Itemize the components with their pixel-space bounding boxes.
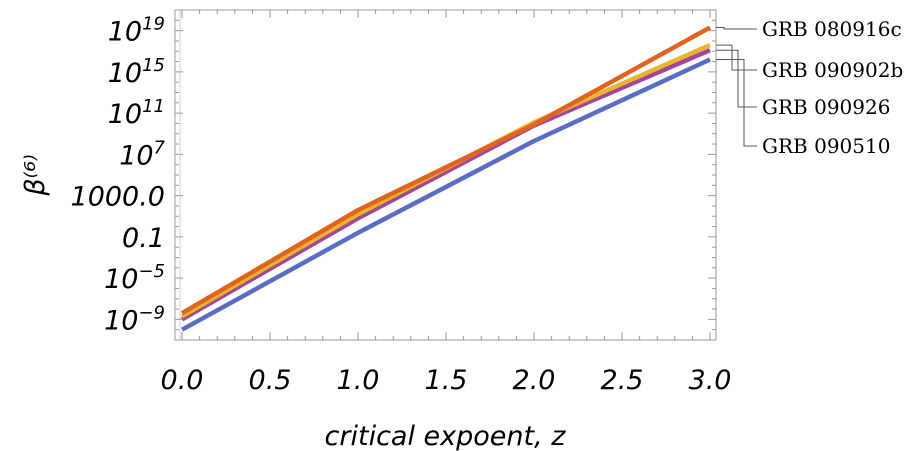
series-line-4	[180, 57, 711, 332]
y-tick-label: 107	[119, 137, 165, 171]
legend-leader-line	[716, 49, 757, 108]
legend: GRB 080916c GRB 090902b GRB 090926 GRB 0905…	[716, 17, 903, 158]
y-tick-label: 1015	[108, 55, 165, 89]
x-axis-title: critical expoent, z	[325, 421, 567, 451]
x-tick-label: 2.5	[601, 365, 644, 396]
y-axis-title: β⁽⁶⁾	[20, 154, 51, 196]
legend-label: GRB 090510	[762, 134, 890, 158]
x-tick-label: 0.0	[161, 365, 204, 396]
legend-leader-line	[716, 27, 757, 30]
legend-label: GRB 080916c	[762, 17, 902, 41]
y-tick-label: 1011	[108, 96, 165, 130]
y-tick-label: 1019	[108, 14, 165, 48]
y-axis-ticks: 10−9 10−5 0.1 1000.0 107 1011 1015 1019	[71, 9, 716, 341]
x-tick-label: 3.0	[689, 365, 732, 396]
y-tick-label: 1000.0	[71, 182, 165, 213]
x-tick-label: 1.0	[337, 365, 380, 396]
x-tick-label: 0.5	[249, 365, 292, 396]
legend-label: GRB 090926	[762, 95, 890, 119]
series-line-3	[180, 48, 711, 322]
series-layer	[180, 25, 712, 332]
legend-leader-line	[716, 59, 757, 147]
x-tick-label: 2.0	[513, 365, 556, 396]
legend-label: GRB 090902b	[762, 58, 903, 82]
y-tick-label: 0.1	[122, 223, 165, 254]
y-tick-label: 10−5	[104, 261, 165, 295]
x-tick-label: 1.5	[425, 365, 468, 396]
x-axis-ticks: 0.0 0.5 1.0 1.5 2.0 2.5 3.0	[161, 10, 732, 396]
y-tick-label: 10−9	[104, 302, 165, 336]
legend-leader-line	[716, 44, 757, 71]
series-line-1	[180, 25, 712, 316]
